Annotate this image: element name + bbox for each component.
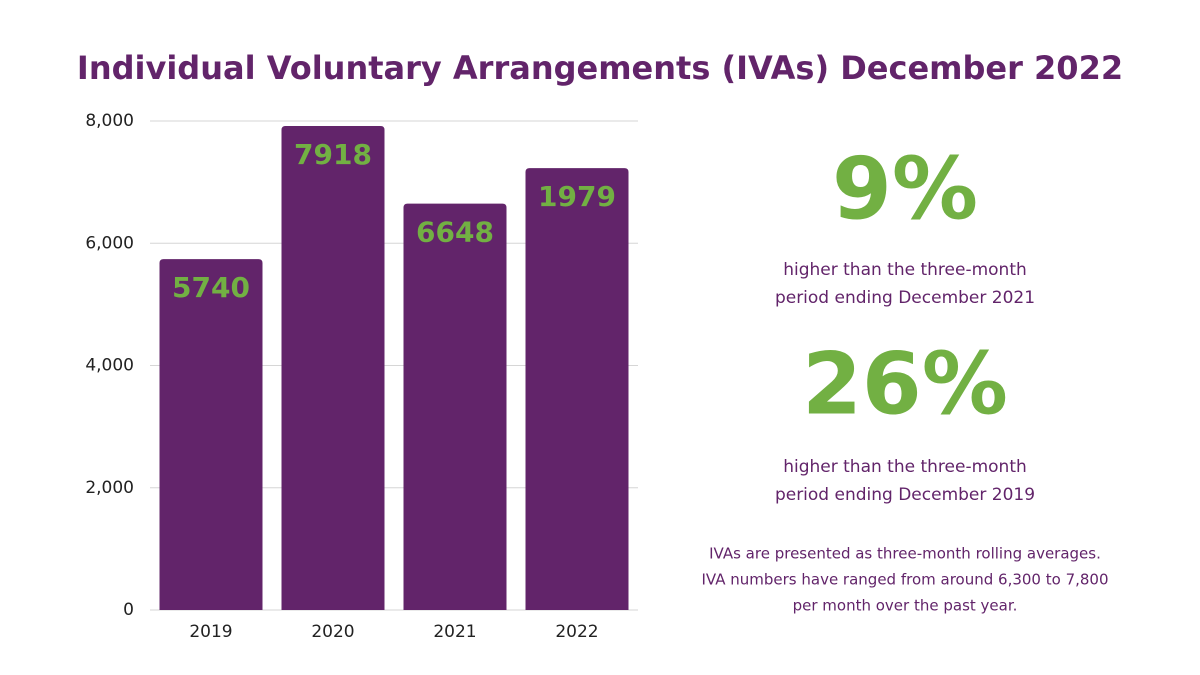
stat-figure: 9% (832, 139, 978, 239)
stat-caption: higher than the three-month (783, 260, 1027, 280)
bar-label: 1979 (538, 180, 616, 213)
x-tick-label: 2021 (433, 622, 476, 642)
y-tick-label: 6,000 (85, 233, 134, 253)
stat-caption: period ending December 2021 (775, 288, 1035, 308)
y-tick-label: 8,000 (85, 111, 134, 131)
note: per month over the past year. (793, 597, 1018, 615)
stat-caption: higher than the three-month (783, 457, 1027, 477)
bar (159, 259, 263, 610)
bar (403, 203, 507, 611)
bar (525, 168, 629, 610)
stat-figure: 26% (802, 334, 1008, 434)
bar-label: 6648 (416, 216, 494, 249)
y-tick-label: 2,000 (85, 478, 134, 498)
x-tick-label: 2020 (311, 622, 354, 642)
y-tick-label: 0 (123, 600, 134, 620)
note: IVAs are presented as three-month rollin… (709, 545, 1101, 563)
bar (281, 126, 385, 610)
bar-label: 5740 (172, 271, 250, 304)
stat-caption: period ending December 2019 (775, 485, 1035, 505)
y-tick-label: 4,000 (85, 356, 134, 376)
bar-label: 7918 (294, 138, 372, 171)
note: IVA numbers have ranged from around 6,30… (701, 571, 1108, 589)
x-tick-label: 2022 (555, 622, 598, 642)
x-tick-label: 2019 (189, 622, 232, 642)
chart-title: Individual Voluntary Arrangements (IVAs)… (77, 49, 1123, 87)
